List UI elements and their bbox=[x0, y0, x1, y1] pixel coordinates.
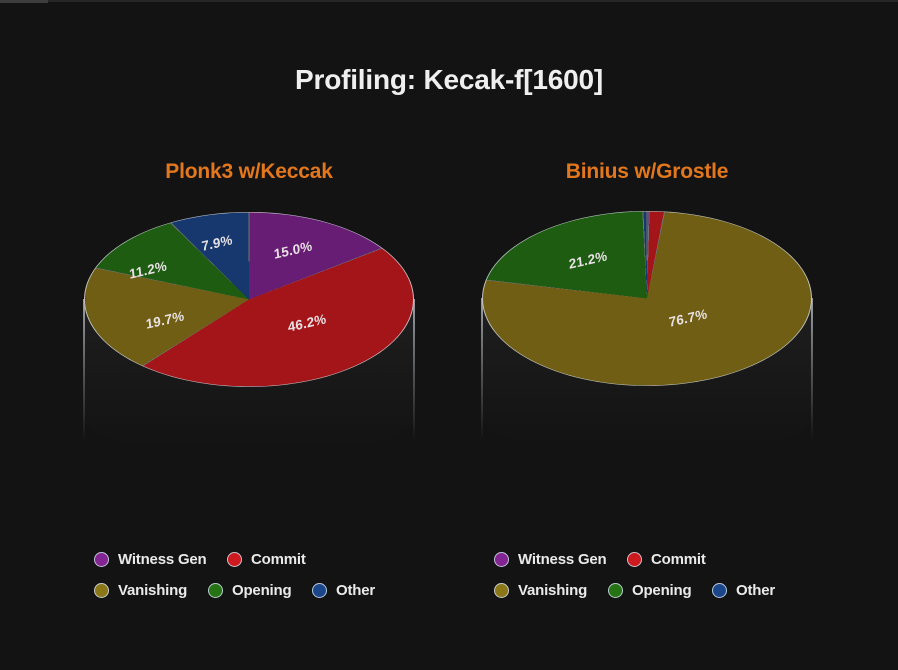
legend-swatch-vanishing bbox=[494, 583, 509, 598]
pie-disc-binius bbox=[482, 211, 812, 386]
legend-label-opening: Opening bbox=[232, 582, 292, 599]
legend-item-commit: Commit bbox=[627, 551, 706, 568]
legend-swatch-commit bbox=[227, 552, 242, 567]
legend-swatch-commit bbox=[627, 552, 642, 567]
pie-cylinder-right-edge bbox=[811, 298, 813, 448]
legend-label-commit: Commit bbox=[651, 551, 706, 568]
legend-swatch-vanishing bbox=[94, 583, 109, 598]
legend-plonk3: Witness Gen Commit Vanishing Opening Oth… bbox=[86, 551, 426, 613]
pie-cylinder-left-edge bbox=[83, 299, 85, 449]
page-title: Profiling: Kecak-f[1600] bbox=[295, 64, 603, 95]
chart-title-binius: Binius w/Grostle bbox=[565, 160, 729, 183]
pie-cylinder-left-edge bbox=[481, 298, 483, 448]
legend-label-witness-gen: Witness Gen bbox=[118, 551, 207, 568]
legend-label-commit: Commit bbox=[251, 551, 306, 568]
legend-label-other: Other bbox=[336, 582, 376, 599]
legend-item-other: Other bbox=[312, 582, 375, 599]
legend-label-opening: Opening bbox=[632, 582, 692, 599]
legend-swatch-opening bbox=[208, 583, 223, 598]
legend-item-other: Other bbox=[712, 582, 775, 599]
legend-swatch-other bbox=[312, 583, 327, 598]
chart-title-plonk3: Plonk3 w/Keccak bbox=[165, 160, 333, 183]
window-top-edge bbox=[0, 0, 898, 2]
legend-swatch-opening bbox=[608, 583, 623, 598]
legend-item-commit: Commit bbox=[227, 551, 306, 568]
pie-chart-plonk3: 15.0% 46.2% 19.7% 11.2% 7.9% bbox=[83, 212, 415, 459]
legend-item-vanishing: Vanishing bbox=[494, 582, 587, 599]
legend-swatch-other bbox=[712, 583, 727, 598]
legend-label-other: Other bbox=[736, 582, 776, 599]
pie-cylinder-right-edge bbox=[413, 299, 415, 449]
legend-item-opening: Opening bbox=[208, 582, 292, 599]
pie-chart-binius: 76.7% 21.2% bbox=[481, 211, 813, 458]
legend-item-witness-gen: Witness Gen bbox=[94, 551, 207, 568]
legend-item-witness-gen: Witness Gen bbox=[494, 551, 607, 568]
legend-binius: Witness Gen Commit Vanishing Opening Oth… bbox=[486, 551, 826, 613]
legend-label-vanishing: Vanishing bbox=[518, 582, 588, 599]
legend-label-vanishing: Vanishing bbox=[118, 582, 188, 599]
legend-swatch-witness-gen bbox=[94, 552, 109, 567]
legend-swatch-witness-gen bbox=[494, 552, 509, 567]
pie-disc-plonk3 bbox=[84, 212, 414, 387]
legend-label-witness-gen: Witness Gen bbox=[518, 551, 607, 568]
legend-item-opening: Opening bbox=[608, 582, 692, 599]
legend-item-vanishing: Vanishing bbox=[94, 582, 187, 599]
window-top-edge-highlight bbox=[0, 0, 48, 3]
